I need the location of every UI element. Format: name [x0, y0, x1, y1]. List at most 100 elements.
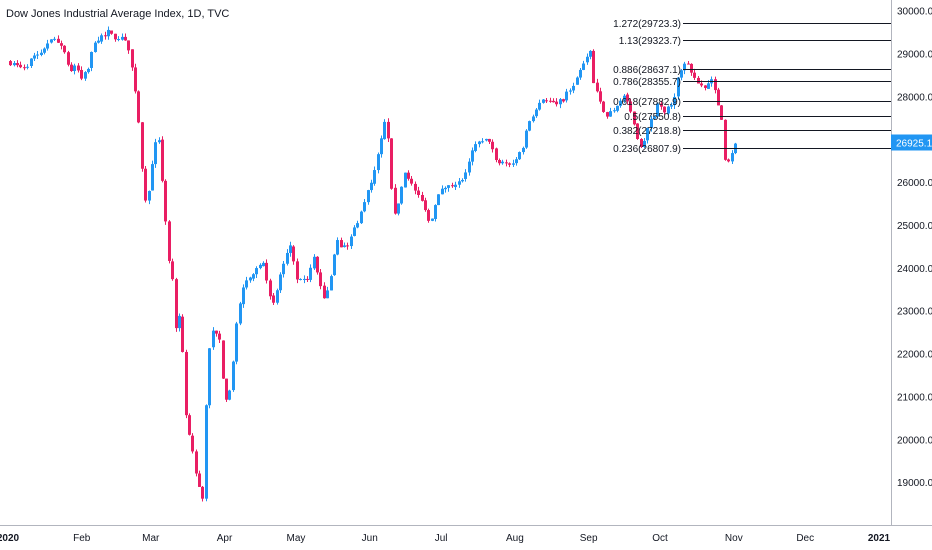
candle-body [100, 35, 103, 42]
candle-body [569, 90, 572, 92]
candle-body [279, 274, 282, 291]
candle-body [84, 72, 87, 79]
candle-body [350, 236, 353, 247]
candle-body [613, 110, 616, 112]
candle-body [168, 221, 171, 261]
candle-body [582, 63, 585, 70]
candle-body [222, 340, 225, 379]
candle-body [107, 29, 110, 37]
candle-body [158, 140, 161, 143]
candle-body [390, 138, 393, 189]
candle-body [252, 274, 255, 279]
candle-body [225, 378, 228, 400]
fib-level-label: 1.13(29323.7) [619, 36, 681, 47]
candle-body [239, 303, 242, 324]
candle-body [16, 63, 19, 66]
candle-body [690, 63, 693, 73]
x-tick-label: Jun [362, 533, 378, 544]
candle-body [586, 56, 589, 63]
candle-body [346, 245, 349, 247]
candle-body [549, 100, 552, 102]
fib-level-label: 0.886(28637.1) [613, 65, 681, 76]
candle-body [434, 205, 437, 219]
candle-body [289, 245, 292, 253]
candle-body [336, 240, 339, 255]
candle-body [326, 290, 329, 299]
candle-body [471, 150, 474, 162]
candle-body [437, 194, 440, 206]
candle-body [383, 121, 386, 140]
candle-body [198, 473, 201, 487]
candle-body [356, 223, 359, 228]
candle-body [680, 70, 683, 78]
y-tick-label: 19000.0 [897, 478, 932, 489]
candle-body [23, 67, 26, 69]
candle-body [43, 48, 46, 53]
candle-body [724, 119, 727, 160]
candle-body [656, 103, 659, 117]
candle-body [629, 101, 632, 112]
candle-body [720, 105, 723, 120]
candle-body [262, 262, 265, 267]
candle-body [559, 99, 562, 105]
candle-body [646, 127, 649, 141]
candle-body [360, 211, 363, 224]
candle-body [670, 105, 673, 107]
candle-body [700, 83, 703, 86]
candle-body [141, 122, 144, 169]
chart-title: Dow Jones Industrial Average Index, 1D, … [6, 8, 230, 20]
candle-body [673, 96, 676, 106]
candle-body [50, 39, 53, 43]
fib-level-label: 0.382(27218.8) [613, 126, 681, 137]
candle-body [370, 182, 373, 191]
candle-body [9, 61, 12, 66]
candle-body [714, 79, 717, 91]
candle-body [704, 85, 707, 88]
candle-body [731, 153, 734, 162]
candle-body [154, 142, 157, 165]
candle-body [104, 35, 107, 37]
candle-body [19, 64, 22, 68]
candle-body [26, 66, 29, 68]
fib-level-label: 1.272(29723.3) [613, 19, 681, 30]
y-tick-label: 30000.0 [897, 7, 932, 18]
candle-body [602, 101, 605, 112]
candle-body [555, 101, 558, 105]
candle-body [97, 40, 100, 43]
candle-body [461, 179, 464, 182]
candle-body [609, 111, 612, 117]
candle-body [522, 147, 525, 153]
candle-body [478, 141, 481, 145]
candle-body [427, 210, 430, 221]
candle-body [292, 246, 295, 262]
x-tick-label: Feb [73, 533, 91, 544]
candle-body [501, 161, 504, 164]
candle-body [161, 139, 164, 181]
fib-level-label: 0.786(28355.7) [613, 77, 681, 88]
candle-body [667, 106, 670, 114]
candle-body [576, 77, 579, 85]
candle-body [683, 63, 686, 71]
candle-body [218, 333, 221, 340]
candle-body [424, 200, 427, 211]
candle-body [414, 183, 417, 191]
candle-body [269, 280, 272, 297]
candle-body [410, 178, 413, 184]
candle-body [485, 138, 488, 141]
candle-body [259, 264, 262, 269]
candle-body [707, 83, 710, 89]
candle-body [319, 272, 322, 287]
candle-body [693, 72, 696, 78]
x-tick-label: Aug [506, 533, 524, 544]
candle-body [36, 54, 39, 56]
candle-body [286, 252, 289, 264]
candle-body [599, 91, 602, 102]
candle-body [249, 277, 252, 281]
candle-body [316, 256, 319, 273]
candle-body [127, 40, 130, 51]
candle-body [468, 161, 471, 173]
x-tick-label: Mar [142, 533, 160, 544]
candle-body [181, 316, 184, 352]
candle-body [498, 160, 501, 164]
